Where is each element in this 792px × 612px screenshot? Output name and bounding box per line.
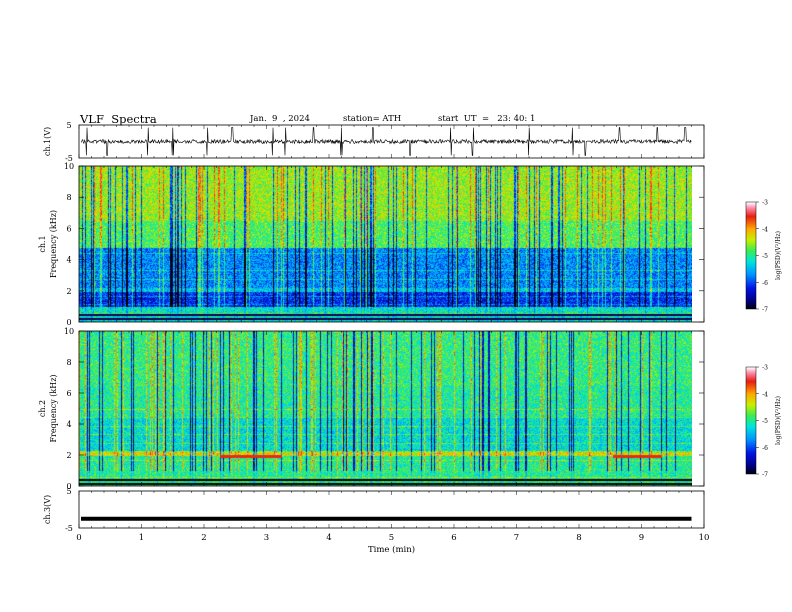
spec2-ylabel-channel: ch.2 bbox=[38, 400, 47, 417]
cbar1-gradient bbox=[746, 202, 756, 309]
date-label: Jan. 9 , 2024 bbox=[250, 114, 310, 124]
ch1-ylabel: ch.1(V) bbox=[43, 127, 52, 156]
cbar1-tick: -3 bbox=[762, 200, 768, 207]
ch1-ytick-top: 5 bbox=[66, 121, 71, 130]
cbar2-label: log(PSD)(V²/Hz) bbox=[775, 396, 782, 445]
start-time-label: start UT = 23: 40: 1 bbox=[438, 114, 536, 124]
xtick-label: 10 bbox=[699, 533, 710, 543]
ch3-waveform-frame bbox=[78, 490, 705, 529]
cbar2-tick: -3 bbox=[762, 365, 768, 372]
cbar1-label: log(PSD)(V²/Hz) bbox=[775, 231, 782, 280]
xtick-label: 6 bbox=[451, 533, 456, 543]
cbar1-tick: -5 bbox=[762, 253, 768, 260]
xtick-label: 1 bbox=[139, 533, 144, 543]
xtick-label: 7 bbox=[514, 533, 519, 543]
spec2-ylabel: Frequency (kHz) bbox=[49, 374, 58, 442]
ch1-ytick-bottom: -5 bbox=[65, 154, 73, 163]
cbar1-tick: -7 bbox=[762, 307, 768, 314]
xtick-label: 3 bbox=[264, 533, 269, 543]
spec2-ytick: 0 bbox=[66, 482, 71, 491]
ch1-colorbar: -3 -4 -5 -6 -7 log(PSD)(V²/Hz) bbox=[745, 200, 782, 314]
spec2-ytick: 8 bbox=[66, 358, 71, 367]
spec1-ylabel-channel: ch.1 bbox=[38, 235, 47, 252]
xtick-label: 8 bbox=[576, 533, 581, 543]
xtick-label: 4 bbox=[326, 533, 331, 543]
spec1-ytick: 2 bbox=[66, 287, 71, 296]
ch3-ytick-top: 5 bbox=[66, 487, 71, 496]
spec1-ylabel: Frequency (kHz) bbox=[49, 210, 58, 278]
xtick-label: 0 bbox=[76, 533, 81, 543]
cbar1-tick: -6 bbox=[762, 280, 768, 287]
station-label: station= ATH bbox=[343, 114, 402, 124]
spec1-ytick: 10 bbox=[64, 162, 74, 171]
spec2-heatmap bbox=[79, 331, 692, 486]
xtick-label: 5 bbox=[389, 533, 394, 543]
xaxis-label: Time (min) bbox=[368, 544, 415, 555]
cbar2-tick: -7 bbox=[762, 472, 768, 479]
ch1-spectrogram-panel: 0 2 4 6 8 10 ch.1 Frequency (kHz) bbox=[38, 162, 705, 327]
ch1-waveform-panel: 5 -5 ch.1(V) bbox=[43, 121, 705, 163]
spec2-ytick: 6 bbox=[66, 389, 71, 398]
time-axis: 0 1 2 3 4 5 6 7 8 9 10 Time (min) bbox=[76, 533, 709, 555]
spec1-ytick: 6 bbox=[66, 224, 71, 233]
ch3-ylabel: ch.3(V) bbox=[43, 495, 52, 524]
spec1-ytick: 0 bbox=[66, 318, 71, 327]
ch2-colorbar: -3 -4 -5 -6 -7 log(PSD)(V²/Hz) bbox=[745, 365, 782, 479]
xtick-label: 9 bbox=[639, 533, 644, 543]
ch3-waveform-panel: 5 -5 ch.3(V) bbox=[43, 487, 705, 533]
spec2-ytick: 4 bbox=[66, 420, 71, 429]
figure-title: VLF Spectra bbox=[80, 112, 157, 126]
cbar2-tick: -4 bbox=[762, 391, 768, 398]
spec2-ytick: 2 bbox=[66, 451, 71, 460]
cbar2-tick: -6 bbox=[762, 445, 768, 452]
cbar2-tick: -5 bbox=[762, 418, 768, 425]
spec1-ytick: 8 bbox=[66, 193, 71, 202]
spec2-ytick: 10 bbox=[64, 327, 74, 336]
cbar1-tick: -4 bbox=[762, 226, 768, 233]
xtick-label: 2 bbox=[201, 533, 206, 543]
spec1-heatmap bbox=[79, 166, 692, 322]
spec1-ytick: 4 bbox=[66, 256, 71, 265]
ch1-waveform-trace bbox=[80, 127, 692, 156]
ch2-spectrogram-panel: 0 2 4 6 8 10 ch.2 Frequency (kHz) bbox=[38, 327, 705, 491]
cbar2-gradient bbox=[746, 367, 756, 474]
ch3-ytick-bottom: -5 bbox=[65, 524, 73, 533]
